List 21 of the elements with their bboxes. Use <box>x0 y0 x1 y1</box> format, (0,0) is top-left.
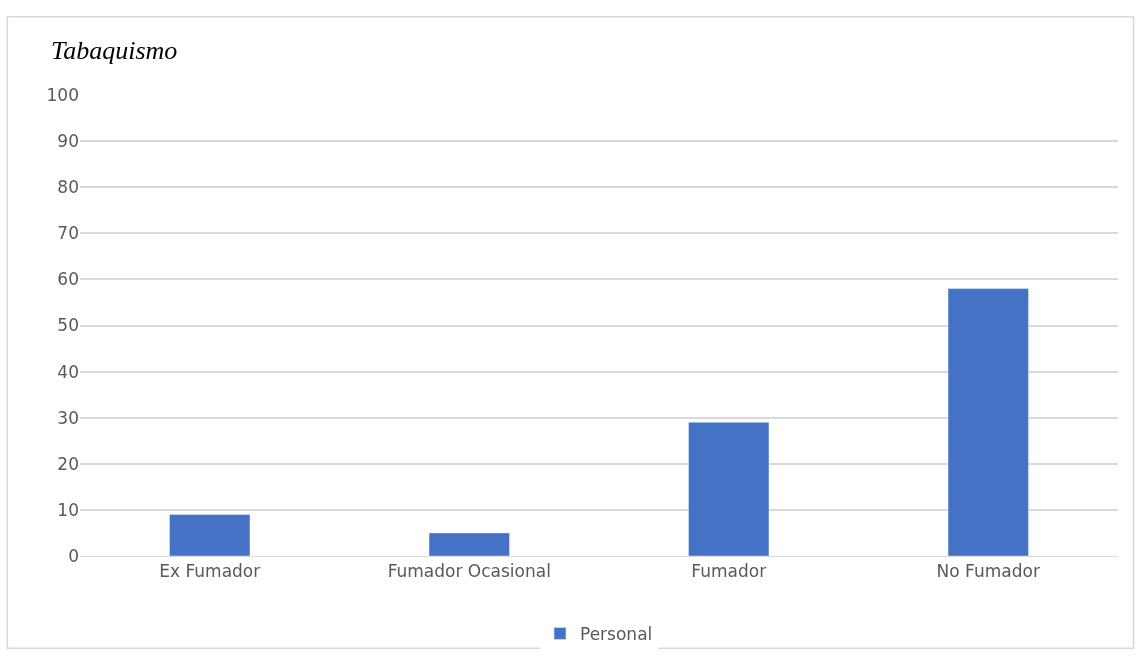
x-tick-label: Fumador <box>691 561 767 582</box>
y-tick-label: 80 <box>57 177 79 198</box>
x-tick-label: Ex Fumador <box>159 561 261 582</box>
x-tick-label: No Fumador <box>936 561 1040 582</box>
bar <box>688 422 770 556</box>
y-tick-label: 100 <box>46 84 79 105</box>
x-tick-label: Fumador Ocasional <box>387 561 551 582</box>
y-tick-label: 70 <box>57 223 79 244</box>
bar <box>428 532 510 556</box>
y-tick-label: 90 <box>57 131 79 152</box>
y-tick-label: 10 <box>57 499 79 520</box>
legend-label: Personal <box>580 624 653 645</box>
bar <box>947 288 1029 556</box>
y-tick-label: 30 <box>57 407 79 428</box>
y-tick-label: 40 <box>57 361 79 382</box>
y-tick-label: 50 <box>57 315 79 336</box>
bar <box>169 514 251 556</box>
y-tick-label: 60 <box>57 269 79 290</box>
chart-title: Tabaquismo <box>51 36 178 66</box>
y-tick-label: 0 <box>68 545 79 566</box>
y-tick-label: 20 <box>57 453 79 474</box>
